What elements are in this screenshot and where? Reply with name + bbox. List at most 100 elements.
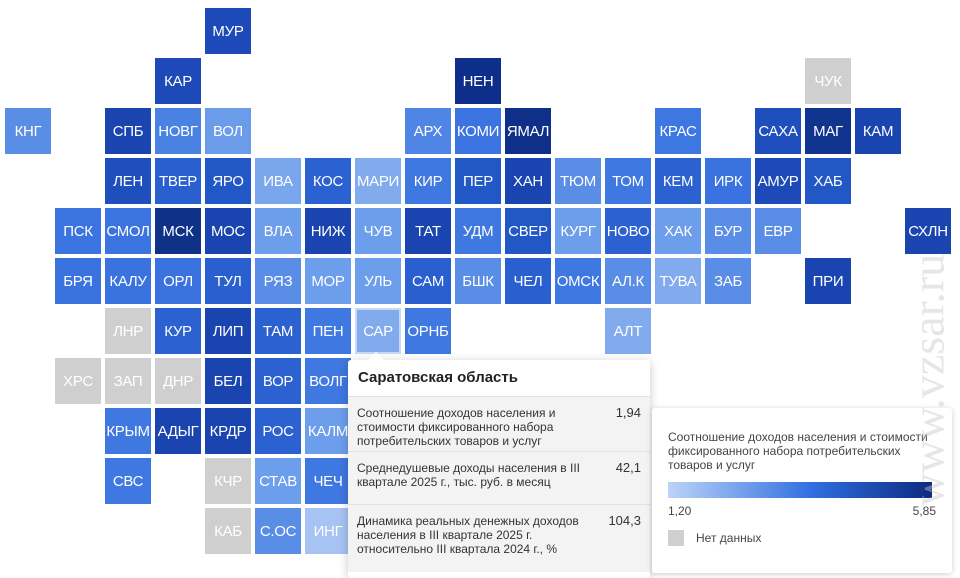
region-tile[interactable]: ВОР — [255, 358, 301, 404]
region-tile[interactable]: РОС — [255, 408, 301, 454]
region-tile[interactable]: ХРС — [55, 358, 101, 404]
region-tile[interactable]: РЯЗ — [255, 258, 301, 304]
region-tile[interactable]: ИРК — [705, 158, 751, 204]
region-tile[interactable]: ПЕР — [455, 158, 501, 204]
region-tile[interactable]: СМОЛ — [105, 208, 151, 254]
region-tile[interactable]: МАГ — [805, 108, 851, 154]
tooltip-row-label: Среднедушевые доходы населения в III ква… — [357, 461, 581, 489]
tooltip-arrow — [368, 352, 384, 360]
region-tile[interactable]: ВОЛ — [205, 108, 251, 154]
region-tile[interactable]: МОС — [205, 208, 251, 254]
region-tile[interactable]: НОВГ — [155, 108, 201, 154]
region-tile[interactable]: САМ — [405, 258, 451, 304]
region-tile[interactable]: ТОМ — [605, 158, 651, 204]
region-tile[interactable]: САР — [355, 308, 401, 354]
region-tile[interactable]: ТУЛ — [205, 258, 251, 304]
region-tile[interactable]: БЕЛ — [205, 358, 251, 404]
region-tile[interactable]: ХАК — [655, 208, 701, 254]
tooltip-row-value: 104,3 — [608, 513, 641, 528]
region-tile[interactable]: ЧУК — [805, 58, 851, 104]
tooltip-row-income-ratio: Соотношение доходов населения и стоимост… — [348, 396, 650, 451]
region-tile[interactable]: СВЕР — [505, 208, 551, 254]
region-tile[interactable]: ПРИ — [805, 258, 851, 304]
region-tile[interactable]: ИВА — [255, 158, 301, 204]
region-tile[interactable]: КАБ — [205, 508, 251, 554]
legend-max-value: 5,85 — [912, 504, 936, 518]
region-tile[interactable]: МОР — [305, 258, 351, 304]
region-tile[interactable]: НЕН — [455, 58, 501, 104]
region-tile[interactable]: МАРИ — [355, 158, 401, 204]
region-tile[interactable]: КОС — [305, 158, 351, 204]
region-tile[interactable]: ТУВА — [655, 258, 701, 304]
region-tile[interactable]: ТАМ — [255, 308, 301, 354]
region-tile[interactable]: ОРЛ — [155, 258, 201, 304]
region-tile[interactable]: КАЛУ — [105, 258, 151, 304]
region-tile[interactable]: КУРГ — [555, 208, 601, 254]
region-tile[interactable]: КРДР — [205, 408, 251, 454]
region-tile[interactable]: КОМИ — [455, 108, 501, 154]
region-tile[interactable]: ЕВР — [755, 208, 801, 254]
region-tile[interactable]: ЛЕН — [105, 158, 151, 204]
region-tile[interactable]: КЧР — [205, 458, 251, 504]
region-tile[interactable]: АДЫГ — [155, 408, 201, 454]
region-tile[interactable]: КНГ — [5, 108, 51, 154]
region-tile[interactable]: ДНР — [155, 358, 201, 404]
region-tile[interactable]: ЧЕЛ — [505, 258, 551, 304]
region-tile[interactable]: ИНГ — [305, 508, 351, 554]
region-tile[interactable]: ХАН — [505, 158, 551, 204]
region-tile[interactable]: С.ОС — [255, 508, 301, 554]
tooltip-row-avg-income: Среднедушевые доходы населения в III ква… — [348, 451, 650, 504]
region-tile[interactable]: СТАВ — [255, 458, 301, 504]
region-tile[interactable]: НОВО — [605, 208, 651, 254]
region-tile[interactable]: АЛТ — [605, 308, 651, 354]
region-tile[interactable]: ОРНБ — [405, 308, 451, 354]
region-tile[interactable]: АМУР — [755, 158, 801, 204]
region-tile[interactable]: ЛИП — [205, 308, 251, 354]
region-tile[interactable]: КИР — [405, 158, 451, 204]
region-tile[interactable]: ОМСК — [555, 258, 601, 304]
region-tile[interactable]: СХЛН — [905, 208, 951, 254]
map-legend: Соотношение доходов населения и стоимост… — [652, 408, 952, 573]
region-tile[interactable]: КАР — [155, 58, 201, 104]
region-tile[interactable]: МУР — [205, 8, 251, 54]
region-tile[interactable]: АРХ — [405, 108, 451, 154]
region-tile[interactable]: КАМ — [855, 108, 901, 154]
region-tile[interactable]: ТАТ — [405, 208, 451, 254]
region-tile[interactable]: ПСК — [55, 208, 101, 254]
region-tile[interactable]: ЧУВ — [355, 208, 401, 254]
tooltip-row-real-income-dynamics: Динамика реальных денежных доходов насел… — [348, 504, 650, 572]
region-tile[interactable]: ВОЛГ — [305, 358, 351, 404]
region-tile[interactable]: КАЛМ — [305, 408, 351, 454]
region-tile[interactable]: БШК — [455, 258, 501, 304]
region-tile[interactable]: УЛЬ — [355, 258, 401, 304]
legend-min-value: 1,20 — [668, 504, 692, 518]
region-tile[interactable]: СПБ — [105, 108, 151, 154]
region-tile[interactable]: ЧЕЧ — [305, 458, 351, 504]
region-tile[interactable]: БРЯ — [55, 258, 101, 304]
legend-title: Соотношение доходов населения и стоимост… — [668, 430, 928, 472]
region-tile[interactable]: АЛ.К — [605, 258, 651, 304]
region-tile[interactable]: КРЫМ — [105, 408, 151, 454]
region-tile[interactable]: МСК — [155, 208, 201, 254]
region-tile[interactable]: УДМ — [455, 208, 501, 254]
region-tile[interactable]: КУР — [155, 308, 201, 354]
region-tile[interactable]: ЛНР — [105, 308, 151, 354]
region-tile[interactable]: СВС — [105, 458, 151, 504]
region-tile[interactable]: ЗАБ — [705, 258, 751, 304]
region-tile[interactable]: БУР — [705, 208, 751, 254]
region-tile[interactable]: ТВЕР — [155, 158, 201, 204]
region-tile[interactable]: ВЛА — [255, 208, 301, 254]
region-tile[interactable]: КРАС — [655, 108, 701, 154]
region-tile[interactable]: ТЮМ — [555, 158, 601, 204]
region-tile[interactable]: ЗАП — [105, 358, 151, 404]
tooltip-row-label: Динамика реальных денежных доходов насел… — [357, 514, 579, 556]
region-tile[interactable]: ХАБ — [805, 158, 851, 204]
region-tile[interactable]: КЕМ — [655, 158, 701, 204]
region-tile[interactable]: ПЕН — [305, 308, 351, 354]
region-tile[interactable]: ЯМАЛ — [505, 108, 551, 154]
region-tile[interactable]: САХА — [755, 108, 801, 154]
region-tile[interactable]: ЯРО — [205, 158, 251, 204]
region-tile[interactable]: НИЖ — [305, 208, 351, 254]
tooltip-title: Саратовская область — [358, 369, 518, 386]
